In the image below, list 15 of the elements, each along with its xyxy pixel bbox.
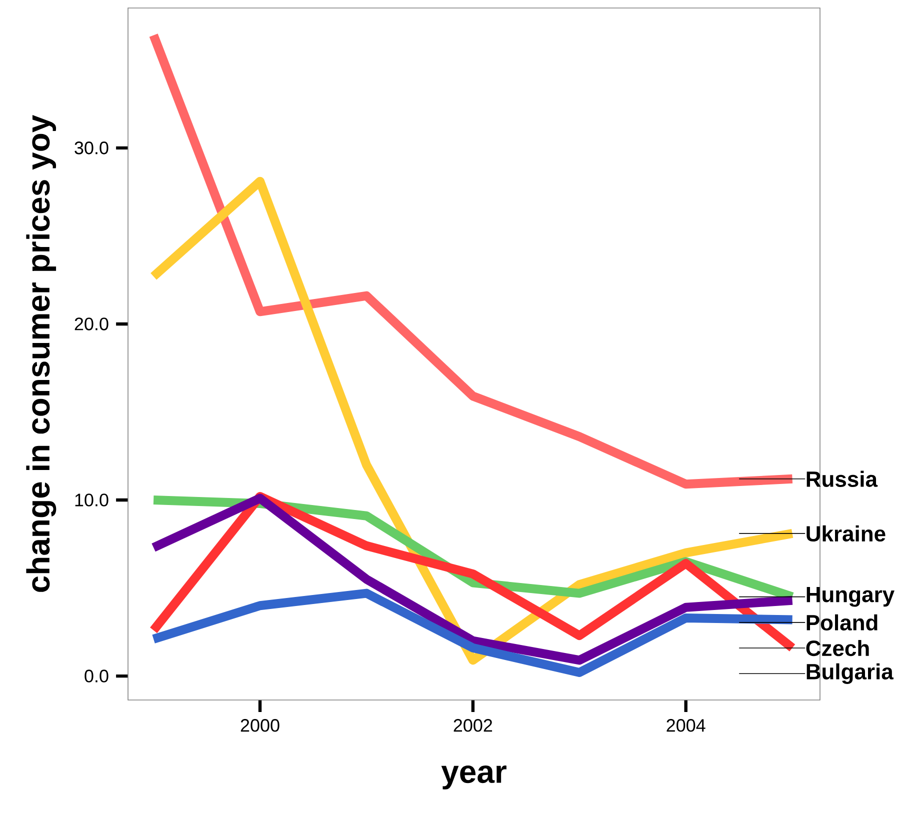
series-label: Hungary [806,586,894,607]
y-tick-label: 20.0 [74,318,108,330]
y-axis-title: change in consumer prices yoy [26,114,56,592]
x-tick-label: 2002 [454,719,492,732]
series-label: Bulgaria [806,663,894,684]
y-tick-label: 30.0 [74,142,108,154]
y-tick-label: 0.0 [84,670,108,682]
series-label: Ukraine [806,525,886,542]
x-tick-label: 2004 [666,719,706,732]
y-tick-label: 10.0 [75,494,108,506]
series-label: Czech [806,640,869,656]
series-label: Poland [806,614,878,631]
series-label: Russia [806,470,878,487]
x-tick-label: 2000 [240,719,280,732]
x-axis-title: year [441,766,506,790]
